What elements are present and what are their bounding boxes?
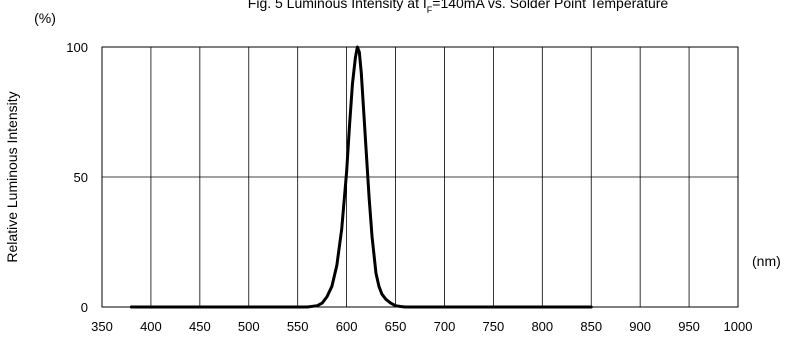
- y-tick-label-50: 50: [74, 170, 88, 185]
- x-tick-label-500: 500: [238, 319, 260, 334]
- y-tick-label-0: 0: [81, 300, 88, 315]
- y-unit-label: (%): [34, 10, 56, 26]
- x-tick-label-750: 750: [483, 319, 505, 334]
- chart-title-rest: =140mA vs. Solder Point Temperature: [432, 0, 668, 11]
- chart-title-main: Fig. 5 Luminous Intensity at I: [248, 0, 427, 11]
- series-line-0: [129, 45, 593, 309]
- x-tick-label-850: 850: [580, 319, 602, 334]
- x-tick-label-700: 700: [434, 319, 456, 334]
- x-tick-label-600: 600: [336, 319, 358, 334]
- x-tick-label-550: 550: [287, 319, 309, 334]
- chart-title-subscript: F: [427, 5, 433, 15]
- tick-labels: 350 400 450 500 550 600 650 700 750 800 850 900 950 1…: [66, 40, 752, 334]
- grid: [102, 47, 738, 307]
- x-tick-label-650: 650: [385, 319, 407, 334]
- x-tick-label-900: 900: [629, 319, 651, 334]
- y-axis-label: Relative Luminous Intensity: [4, 91, 20, 262]
- chart-title: Fig. 5 Luminous Intensity at IF=140mA vs…: [248, 0, 669, 15]
- x-tick-label-950: 950: [678, 319, 700, 334]
- y-tick-label-100: 100: [66, 40, 88, 55]
- x-tick-label-800: 800: [531, 319, 553, 334]
- x-tick-label-400: 400: [140, 319, 162, 334]
- x-tick-label-450: 450: [189, 319, 211, 334]
- x-tick-label-350: 350: [91, 319, 113, 334]
- x-tick-label-1000: 1000: [724, 319, 753, 334]
- series-layer: [129, 45, 593, 309]
- x-unit-label: (nm): [752, 253, 781, 269]
